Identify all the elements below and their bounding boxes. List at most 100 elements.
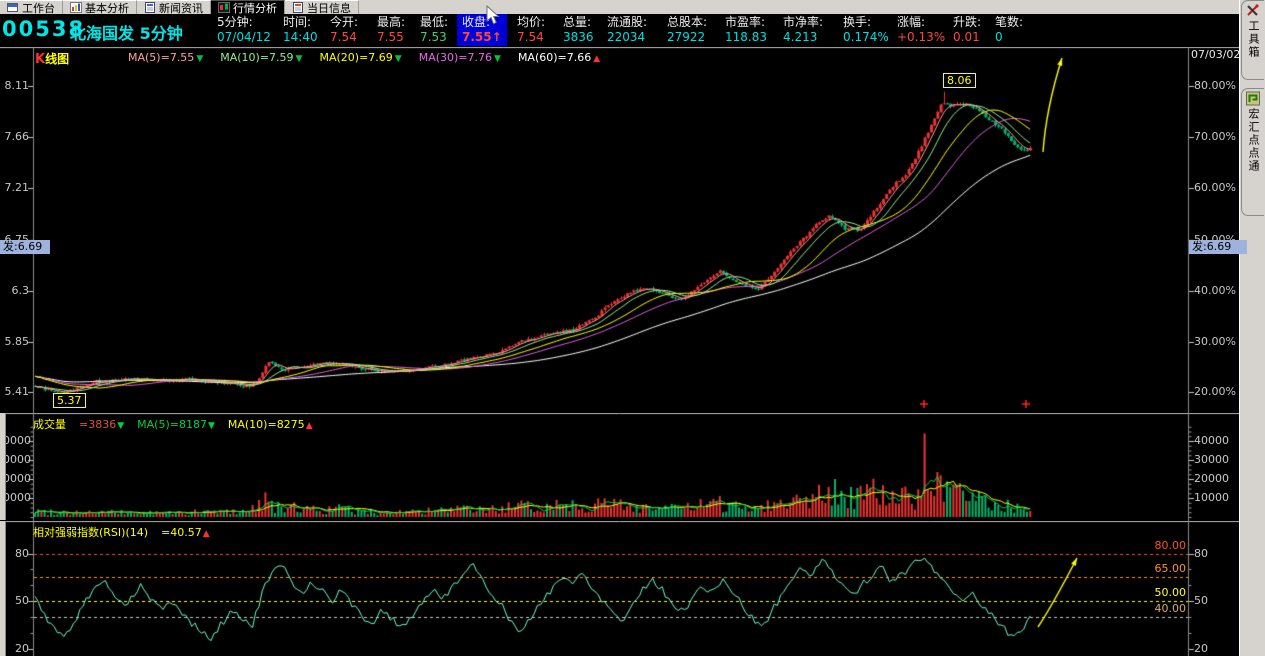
- tab-bar: 工作台 基本分析 新闻资讯 行情分析 当日信息: [0, 0, 1239, 15]
- rsi-axis-label: 80: [15, 546, 29, 560]
- quote-field-label: 升跌:: [953, 15, 982, 29]
- low-price-label: 5.37: [53, 393, 86, 408]
- rsi-title: 相对强弱指数(RSI)(14): [33, 526, 149, 539]
- quote-field-value: 7.54: [330, 30, 357, 44]
- quote-field-value: 0: [995, 30, 1003, 44]
- ma-labels-row: MA(5)=7.55 ▼ MA(10)=7.59 ▼ MA(20)=7.69 ▼ MA(30…: [128, 51, 600, 64]
- quote-field-15: 笔数: 0: [995, 15, 1023, 45]
- up-arrow-icon: ▲: [305, 420, 313, 431]
- price-axis-label: 7.21: [4, 181, 30, 194]
- quote-field-value: 3836: [563, 30, 594, 44]
- down-arrow-icon: ▼: [117, 420, 125, 431]
- quote-field-value: 118.83: [725, 30, 767, 44]
- quote-field-label: 流通股:: [607, 15, 648, 29]
- quote-field-value: +0.13%: [897, 30, 946, 44]
- market-icon: [218, 2, 230, 13]
- kline-chart-canvas[interactable]: [0, 47, 1239, 413]
- quote-field-value: 07/04/12: [217, 30, 271, 44]
- quote-field-label: 市盈率:: [725, 15, 766, 29]
- price-axis-label: 7.66: [4, 130, 30, 143]
- volume-chart-canvas[interactable]: [0, 413, 1239, 521]
- kline-pane: K线图 07/03/02 发:6.69 发:6.69 8.06 5.37 8.1…: [0, 47, 1247, 413]
- tab-workbench[interactable]: 工作台: [0, 0, 63, 15]
- quote-field-label: 5分钟:: [217, 15, 253, 29]
- pane-splitter[interactable]: [0, 413, 6, 520]
- quote-field-label: 收盘:: [462, 15, 491, 29]
- volume-axis-label: 30000: [1194, 453, 1229, 466]
- info-icon: [292, 2, 304, 13]
- quote-field-value: 7.54: [517, 30, 544, 44]
- rsi-title-row: 相对强弱指数(RSI)(14) =40.57▲: [33, 524, 210, 540]
- tab-label: 当日信息: [307, 1, 351, 15]
- honghui-icon: [1245, 91, 1261, 106]
- tab-label: 行情分析: [233, 1, 277, 15]
- news-icon: [144, 2, 156, 13]
- percent-axis-label: 30.00%: [1194, 335, 1236, 349]
- volume-axis-label: 10000: [0, 491, 31, 504]
- quote-field-14: 升跌: 0.01: [953, 15, 981, 45]
- tab-label: 工作台: [22, 1, 55, 15]
- peak-price-label: 8.06: [943, 73, 976, 88]
- volume-axis-label: 40000: [1194, 434, 1229, 447]
- volume-current: =3836▼: [79, 417, 125, 431]
- pane-splitter[interactable]: [0, 521, 6, 656]
- quote-field-6: 均价: 7.54: [517, 15, 545, 45]
- up-arrow-icon: ▲: [202, 528, 210, 539]
- stock-name-text: 北海国发: [70, 24, 135, 43]
- price-axis-label: 8.11: [4, 79, 30, 92]
- tab-basic-analysis[interactable]: 基本分析: [63, 0, 137, 15]
- quote-field-5: 收盘: 7.55↑: [457, 14, 507, 46]
- quote-field-value: 22034: [607, 30, 646, 44]
- date-label: 07/03/02: [1191, 48, 1241, 61]
- period-label: 5分钟: [139, 24, 183, 43]
- quote-field-4: 最低: 7.53: [420, 15, 448, 45]
- rsi-chart-canvas[interactable]: [0, 521, 1239, 656]
- price-axis-label: 5.85: [4, 335, 30, 349]
- quote-field-0: 5分钟: 07/04/12: [217, 15, 271, 45]
- rsi-axis-label: 50: [15, 594, 29, 607]
- price-axis-label: 5.41: [4, 385, 30, 398]
- down-arrow-icon: ▼: [494, 54, 501, 64]
- ma-label: MA(20)=7.69 ▼: [319, 51, 402, 64]
- quote-field-label: 最高:: [377, 15, 406, 29]
- tab-market-analysis[interactable]: 行情分析: [211, 0, 285, 15]
- down-arrow-icon: ▼: [207, 420, 215, 431]
- sidebar-tab-honghui[interactable]: 宏汇点点通: [1241, 88, 1264, 216]
- quote-field-10: 市盈率: 118.83: [725, 15, 767, 45]
- volume-axis-label: 20000: [1194, 472, 1229, 485]
- quote-field-label: 笔数:: [995, 15, 1024, 29]
- tab-label: 基本分析: [85, 1, 129, 15]
- percent-axis-label: 70.00%: [1194, 130, 1236, 143]
- volume-ma10: MA(10)=8275▲: [227, 417, 313, 431]
- rsi-axis-label: 80: [1194, 546, 1208, 560]
- quote-field-label: 时间:: [283, 15, 312, 29]
- toolbox-icon: [1245, 3, 1261, 18]
- volume-axis-label: 20000: [0, 472, 31, 485]
- workbench-icon: [7, 2, 19, 13]
- stock-code: 00538: [2, 17, 86, 41]
- quote-field-value: 27922: [667, 30, 706, 44]
- quote-field-label: 总量:: [563, 15, 592, 29]
- rsi-guide-label: 50.00: [1154, 586, 1187, 599]
- quote-field-8: 流通股: 22034: [607, 15, 647, 45]
- quote-field-13: 涨幅: +0.13%: [897, 15, 945, 45]
- quote-field-label: 均价:: [517, 15, 546, 29]
- tab-news[interactable]: 新闻资讯: [137, 0, 211, 15]
- sidebar-tab-toolbox[interactable]: 工具箱: [1241, 0, 1264, 80]
- rsi-guide-label: 65.00: [1154, 562, 1187, 576]
- volume-pane: 成交量 =3836▼ MA(5)=8187▼ MA(10)=8275▲ 4000…: [0, 413, 1239, 521]
- analysis-icon: [70, 2, 82, 13]
- tab-daily-info[interactable]: 当日信息: [285, 0, 359, 15]
- quote-field-value: 7.53: [420, 30, 447, 44]
- quote-field-2: 今开: 7.54: [330, 15, 358, 45]
- sidebar-tab-label: 工具箱: [1247, 20, 1260, 59]
- volume-ma5: MA(5)=8187▼: [137, 417, 215, 431]
- quote-field-value: 7.55↑: [462, 30, 502, 44]
- quote-field-value: 0.01: [953, 30, 980, 44]
- quote-field-value: 14:40: [283, 30, 318, 44]
- quote-field-3: 最高: 7.55: [377, 15, 405, 45]
- quote-field-label: 市净率:: [783, 15, 824, 29]
- ma-label: MA(10)=7.59 ▼: [220, 51, 303, 64]
- quote-field-1: 时间: 14:40: [283, 15, 318, 45]
